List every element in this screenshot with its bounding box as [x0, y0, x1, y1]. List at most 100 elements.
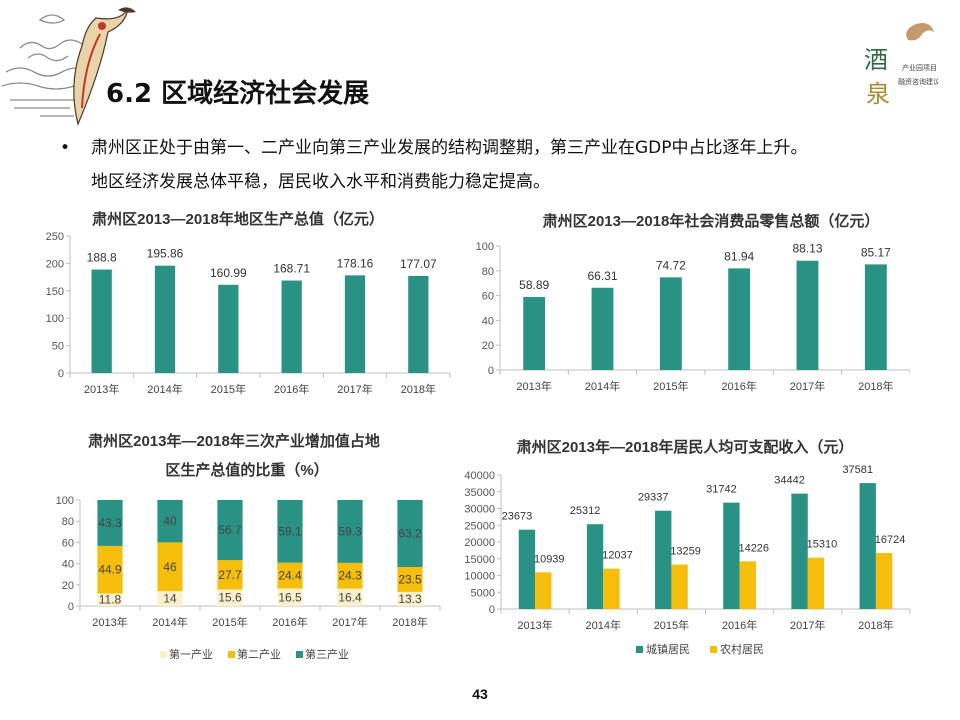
income-x-tick-label: 2016年: [722, 618, 757, 632]
retail-bar: [728, 268, 751, 370]
gdp-x-tick-label: 2014年: [147, 382, 182, 396]
share-x-tick-label: 2015年: [212, 615, 247, 629]
income-y-tick-label: 15000: [464, 554, 495, 566]
gdp-y-tick-label: 100: [46, 313, 64, 325]
retail-x-tick-label: 2013年: [516, 379, 551, 393]
share-legend-swatch: [228, 651, 235, 658]
chart-industry-share: 肃州区2013年—2018年三次产业增加值占地 区生产总值的比重（%） 0 20 40 6…: [20, 424, 460, 675]
chart-retail: 肃州区2013—2018年社会消费品零售总额（亿元） 0 20 40 60 80 100 20…: [470, 200, 911, 415]
income-bar: [875, 552, 893, 609]
share-x-tick-label: 2017年: [332, 615, 367, 629]
share-legend-label: 第三产业: [305, 647, 349, 661]
income-y-tick-label: 40000: [464, 470, 495, 482]
share-data-label: 27.7: [218, 568, 242, 582]
share-bar-segment: [157, 542, 183, 592]
gdp-data-label: 168.71: [273, 262, 310, 276]
income-bar: [535, 572, 552, 609]
retail-data-label: 66.31: [587, 269, 617, 283]
income-data-label: 23673: [502, 511, 533, 523]
retail-bar: [659, 277, 682, 370]
share-x-tick-label: 2018年: [392, 615, 427, 629]
income-legend-label: 城镇居民: [646, 642, 690, 656]
gdp-y-tick-label: 200: [46, 258, 64, 270]
share-data-label: 40: [163, 514, 177, 528]
share-bar-segment: [397, 500, 423, 567]
income-data-label: 16724: [875, 534, 906, 546]
logo-char-quan: 泉: [866, 80, 890, 108]
share-bar-segment: [337, 562, 363, 589]
gdp-y-tick-label: 0: [58, 368, 64, 380]
gdp-title: 肃州区2013—2018年地区生产总值（亿元）: [92, 210, 384, 228]
chart-income-svg: 肃州区2013年—2018年居民人均可支配收入（元） 0 5000 10000 1500…: [464, 438, 911, 656]
koi-fish-icon: [73, 7, 136, 126]
income-bar: [791, 493, 808, 609]
gdp-x-tick-label: 2016年: [274, 382, 309, 396]
gdp-bar: [281, 280, 302, 373]
income-bar: [739, 561, 756, 609]
income-bar: [603, 568, 620, 609]
share-data-label: 16.5: [278, 590, 302, 604]
gdp-data-label: 188.8: [87, 251, 117, 265]
income-data-label: 34442: [774, 475, 805, 487]
income-data-label: 14226: [738, 542, 769, 554]
retail-bar: [591, 287, 614, 370]
income-data-label: 31742: [706, 484, 737, 496]
gdp-bar: [408, 275, 429, 373]
share-bar-segment: [217, 500, 243, 561]
retail-bar: [864, 264, 887, 370]
share-y-tick-label: 80: [62, 516, 74, 528]
share-legend-swatch: [296, 651, 303, 658]
share-data-label: 24.3: [338, 569, 362, 583]
income-x-tick-label: 2013年: [517, 618, 552, 632]
retail-y-tick-label: 40: [482, 315, 494, 327]
gdp-y-tick-label: 150: [46, 286, 64, 298]
income-x-tick-label: 2017年: [790, 618, 825, 632]
retail-bar: [523, 296, 546, 370]
share-data-label: 15.6: [218, 591, 242, 605]
chart-gdp: 肃州区2013—2018年地区生产总值（亿元） 0 50 100 150 200 250 20…: [20, 200, 460, 415]
income-data-label: 37581: [842, 464, 873, 476]
income-x-tick-label: 2014年: [586, 618, 621, 632]
gdp-y-tick-label: 50: [52, 341, 64, 353]
bullet-line-1: 肃州区正处于由第一、二产业向第三产业发展的结构调整期，第三产业在GDP中占比逐年…: [91, 138, 808, 158]
retail-data-label: 81.94: [724, 249, 754, 263]
retail-x-tick-label: 2017年: [790, 379, 825, 393]
share-bar-segment: [97, 545, 123, 594]
gdp-data-label: 160.99: [210, 266, 247, 280]
income-data-label: 25312: [570, 505, 601, 517]
svg-text:产业园项目: 产业园项目: [902, 63, 937, 72]
share-legend-label: 第二产业: [237, 647, 281, 661]
gdp-bar: [91, 269, 112, 373]
share-bar-segment: [157, 591, 183, 606]
income-bar: [671, 564, 688, 609]
share-bar-segment: [277, 500, 303, 563]
income-legend-swatch: [710, 646, 717, 653]
share-bar-segment: [397, 566, 423, 592]
bullet-line-2: 地区经济发展总体平稳，居民收入水平和消费能力稳定提高。: [91, 172, 550, 192]
gdp-x-tick-label: 2018年: [401, 382, 436, 396]
income-bar: [723, 502, 740, 609]
share-data-label: 14: [163, 592, 177, 606]
gdp-y-tick-label: 250: [46, 231, 64, 243]
gdp-bar: [344, 275, 366, 373]
retail-y-tick-label: 100: [476, 241, 494, 253]
gdp-bar: [218, 284, 239, 373]
income-data-label: 29337: [638, 492, 669, 504]
logo-char-jiu: 酒: [864, 46, 888, 74]
income-x-tick-label: 2015年: [654, 618, 689, 632]
share-y-tick-label: 60: [62, 537, 74, 549]
income-bar: [655, 510, 672, 609]
retail-x-tick-label: 2014年: [585, 379, 620, 393]
income-data-label: 15310: [807, 539, 838, 551]
share-bar-segment: [277, 588, 303, 606]
income-x-tick-label: 2018年: [858, 618, 893, 632]
income-y-tick-label: 5000: [471, 587, 495, 599]
income-data-label: 12037: [602, 550, 633, 562]
cloud-pattern-icon: [1, 14, 91, 117]
retail-y-tick-label: 0: [488, 365, 494, 377]
income-title: 肃州区2013年—2018年居民人均可支配收入（元）: [517, 438, 854, 456]
share-legend-label: 第一产业: [169, 647, 213, 661]
income-legend-label: 农村居民: [720, 642, 764, 656]
gdp-data-label: 195.86: [147, 247, 184, 261]
